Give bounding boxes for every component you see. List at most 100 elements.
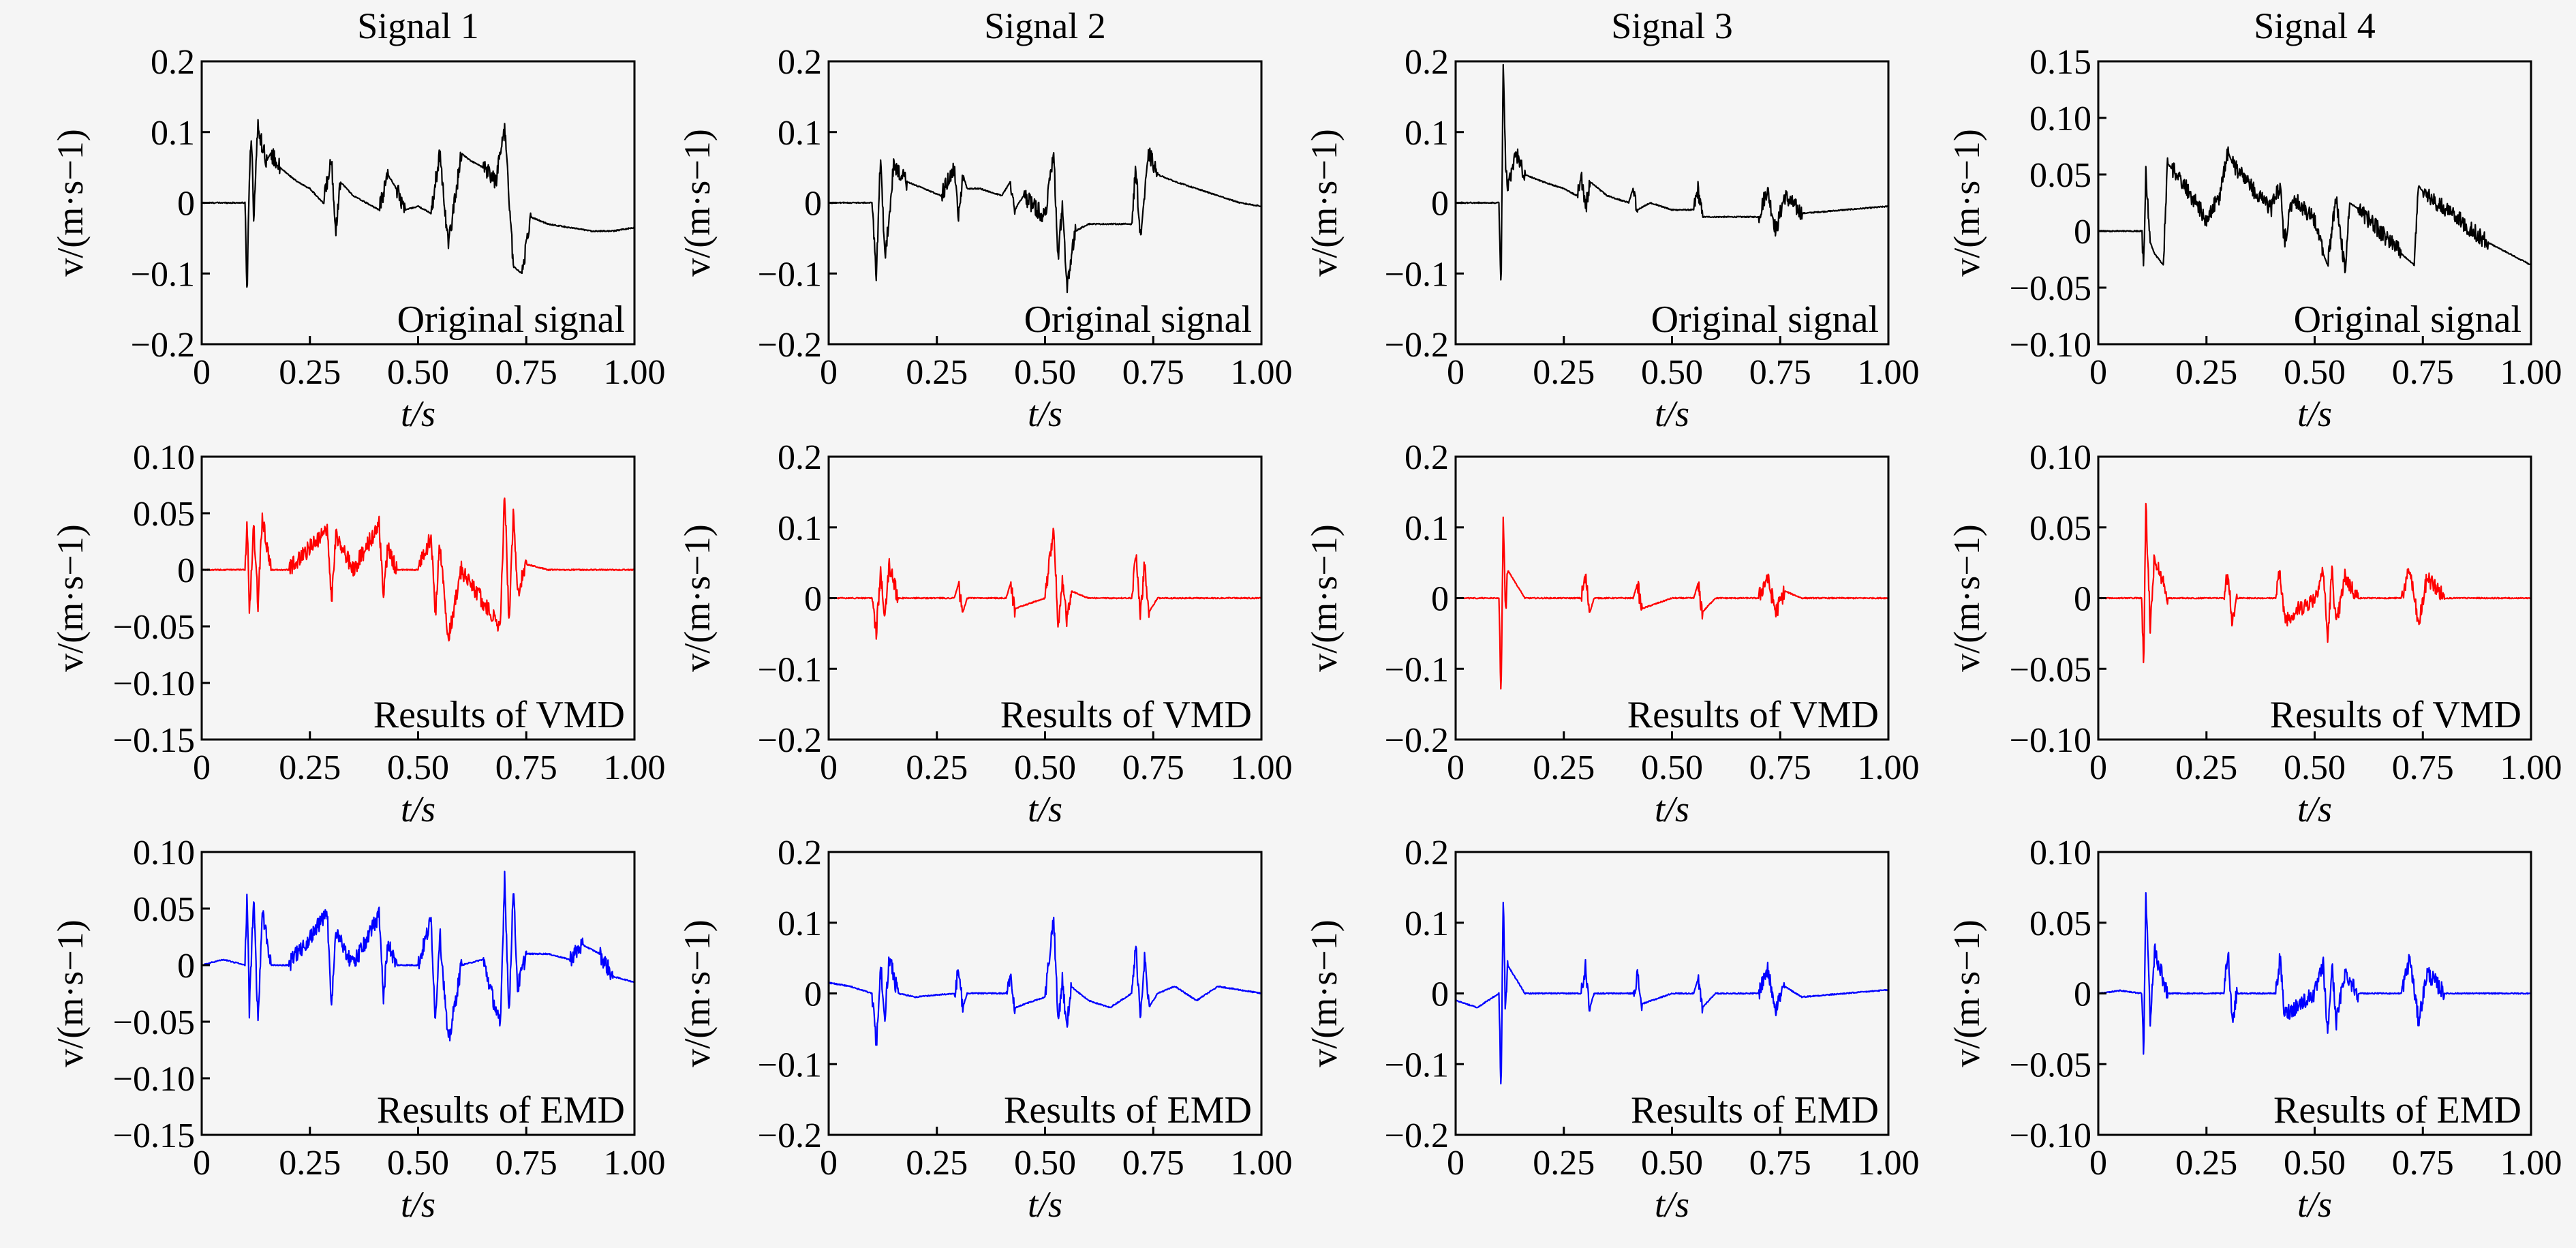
x-tick-label: 1.00 xyxy=(1858,748,1920,787)
y-tick-label: 0.2 xyxy=(151,43,195,82)
y-tick-label: −0.10 xyxy=(2010,326,2091,365)
x-tick-label: 0.25 xyxy=(1533,1144,1595,1183)
y-tick-label: 0.05 xyxy=(133,495,195,534)
panel-annotation: Results of EMD xyxy=(2273,1089,2521,1131)
panel-annotation: Results of VMD xyxy=(373,694,625,736)
column-title: Signal 4 xyxy=(2254,5,2376,46)
x-axis-label: t/s xyxy=(1028,1184,1062,1225)
y-tick-label: 0 xyxy=(177,551,195,590)
y-axis-label: v/(m·s−1) xyxy=(677,919,718,1067)
signal-line xyxy=(201,870,635,1041)
signal-line xyxy=(2098,146,2532,273)
signal-line xyxy=(201,119,635,288)
x-tick-label: 1.00 xyxy=(604,353,666,392)
panel-original-3: Signal 3 −0.2 −0.1 0 0.1 0.2 0 0.25 0.50 0.75 1.00… xyxy=(1304,5,1920,434)
x-tick-label: 0 xyxy=(193,353,211,392)
y-tick-label: 0.10 xyxy=(2029,100,2091,138)
y-tick-label: −0.1 xyxy=(758,255,822,294)
y-tick-label: 0.15 xyxy=(2029,43,2091,82)
x-tick-label: 0 xyxy=(1447,748,1465,787)
x-tick-label: 1.00 xyxy=(1858,353,1920,392)
y-tick-label: −0.2 xyxy=(1385,721,1449,760)
x-tick-label: 1.00 xyxy=(2500,353,2562,392)
signal-line xyxy=(201,497,635,642)
x-tick-label: 0 xyxy=(820,1144,838,1183)
signal-line xyxy=(828,528,1262,640)
y-tick-label: 0.10 xyxy=(133,438,195,477)
x-tick-label: 0 xyxy=(193,748,211,787)
x-tick-label: 1.00 xyxy=(1858,1144,1920,1183)
x-tick-label: 1.00 xyxy=(2500,1144,2562,1183)
x-tick-label: 0.25 xyxy=(279,748,341,787)
y-tick-label: −0.1 xyxy=(131,255,195,294)
panel-annotation: Results of VMD xyxy=(1627,694,1879,736)
y-tick-label: −0.1 xyxy=(1385,255,1449,294)
x-tick-label: 0.50 xyxy=(387,353,449,392)
x-tick-label: 0.75 xyxy=(1749,1144,1811,1183)
x-tick-label: 0.25 xyxy=(1533,748,1595,787)
panel-annotation: Original signal xyxy=(1024,299,1252,341)
x-tick-label: 0.75 xyxy=(1749,353,1811,392)
x-tick-label: 0.50 xyxy=(2284,353,2346,392)
x-tick-label: 0.75 xyxy=(495,353,557,392)
x-axis-label: t/s xyxy=(1655,1184,1689,1225)
x-tick-label: 1.00 xyxy=(1231,353,1293,392)
panel-emd-3: −0.2 −0.1 0 0.1 0.2 0 0.25 0.50 0.75 1.00 t/s v/(m·… xyxy=(1304,834,1920,1225)
signal-line xyxy=(1455,516,1889,690)
panel-annotation: Results of EMD xyxy=(1631,1089,1879,1131)
x-axis-label: t/s xyxy=(1028,789,1062,830)
y-axis-label: v/(m·s−1) xyxy=(1304,524,1345,671)
column-title: Signal 2 xyxy=(984,5,1106,46)
x-tick-label: 0.75 xyxy=(1122,748,1184,787)
y-tick-label: 0 xyxy=(2074,580,2091,619)
signal-line xyxy=(828,916,1262,1046)
x-tick-label: 0.50 xyxy=(1641,353,1703,392)
x-axis-label: t/s xyxy=(1028,393,1062,434)
y-tick-label: −0.2 xyxy=(1385,326,1449,365)
y-tick-label: 0 xyxy=(1431,580,1449,619)
y-tick-label: 0 xyxy=(804,185,822,224)
x-axis-label: t/s xyxy=(1655,789,1689,830)
signal-line xyxy=(2098,502,2532,664)
x-tick-label: 0.50 xyxy=(387,1144,449,1183)
y-tick-label: 0.05 xyxy=(2029,904,2091,943)
y-tick-label: 0.10 xyxy=(2029,438,2091,477)
y-tick-label: −0.10 xyxy=(113,665,195,703)
x-tick-label: 0.50 xyxy=(387,748,449,787)
panel-emd-1: −0.15 −0.10 −0.05 0 0.05 0.10 0 0.25 0.50 0.75 1.0… xyxy=(50,834,666,1225)
y-axis-label: v/(m·s−1) xyxy=(50,919,91,1067)
y-tick-label: 0.05 xyxy=(133,890,195,929)
y-tick-label: 0 xyxy=(804,580,822,619)
panel-original-4: Signal 4 −0.10 −0.05 0 0.05 0.10 0.15 0 0.25 0.50… xyxy=(1946,5,2562,434)
y-tick-label: 0 xyxy=(804,975,822,1014)
x-tick-label: 0.25 xyxy=(279,1144,341,1183)
x-tick-label: 1.00 xyxy=(604,1144,666,1183)
y-tick-label: −0.10 xyxy=(113,1060,195,1099)
y-axis-label: v/(m·s−1) xyxy=(677,524,718,671)
column-title: Signal 3 xyxy=(1611,5,1733,46)
signal-line xyxy=(1455,901,1889,1085)
x-tick-label: 0 xyxy=(2089,748,2107,787)
y-tick-label: 0 xyxy=(2074,213,2091,252)
x-tick-label: 0.25 xyxy=(906,748,968,787)
y-tick-label: −0.10 xyxy=(2010,1116,2091,1155)
y-tick-label: 0.10 xyxy=(133,834,195,872)
x-tick-label: 0 xyxy=(193,1144,211,1183)
y-axis-label: v/(m·s−1) xyxy=(1946,524,1987,671)
y-axis-label: v/(m·s−1) xyxy=(1946,129,1987,276)
panel-annotation: Original signal xyxy=(2294,299,2521,341)
x-tick-label: 0.25 xyxy=(906,353,968,392)
panel-annotation: Original signal xyxy=(397,299,625,341)
x-tick-label: 0.50 xyxy=(2284,1144,2346,1183)
x-tick-label: 0.25 xyxy=(2175,1144,2237,1183)
y-tick-label: 0.1 xyxy=(1405,114,1449,153)
x-tick-label: 0.75 xyxy=(2392,1144,2454,1183)
y-tick-label: −0.05 xyxy=(113,1003,195,1042)
panel-original-2: Signal 2 −0.2 −0.1 0 0.1 0.2 0 0.25 0.50 0.75 1.00… xyxy=(677,5,1293,434)
x-tick-label: 0 xyxy=(2089,1144,2107,1183)
y-tick-label: −0.10 xyxy=(2010,721,2091,760)
panel-vmd-3: −0.2 −0.1 0 0.1 0.2 0 0.25 0.50 0.75 1.00 t/s v/(m·… xyxy=(1304,438,1920,830)
y-axis-label: v/(m·s−1) xyxy=(50,129,91,276)
panel-annotation: Results of EMD xyxy=(1004,1089,1252,1131)
x-tick-label: 0 xyxy=(2089,353,2107,392)
